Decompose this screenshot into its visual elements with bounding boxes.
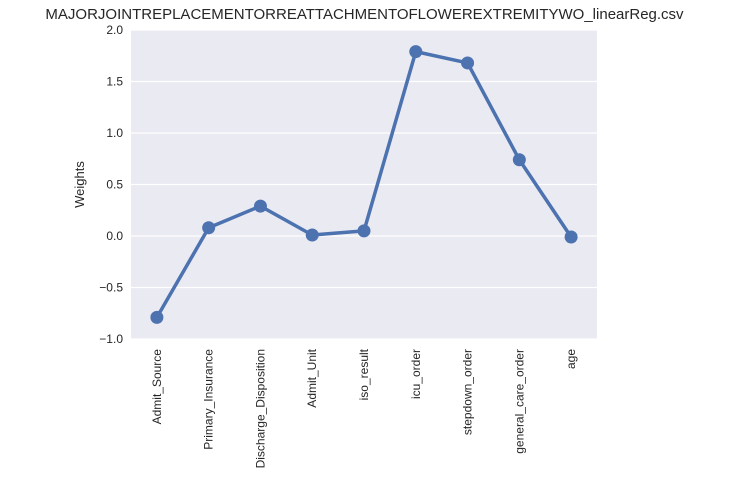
x-tick-label: icu_order <box>409 349 423 399</box>
y-tick-label: 1.5 <box>106 75 123 89</box>
x-tick-label: Admit_Unit <box>305 348 319 407</box>
x-tick-label: Admit_Source <box>150 349 164 425</box>
chart-title: MAJORJOINTREPLACEMENTORREATTACHMENTOFLOW… <box>45 6 684 23</box>
y-tick-label: 0.0 <box>106 229 123 243</box>
y-tick-labels: −1.0 −0.5 0.0 0.5 1.0 1.5 2.0 <box>99 23 123 346</box>
y-tick-label: −0.5 <box>99 281 123 295</box>
data-point <box>357 224 371 238</box>
data-point <box>461 56 475 70</box>
x-tick-label: general_care_order <box>512 349 526 454</box>
data-point <box>512 153 526 167</box>
y-tick-label: 0.5 <box>106 178 123 192</box>
series-layer <box>150 45 578 324</box>
data-point <box>253 199 267 213</box>
x-tick-label: Discharge_Disposition <box>253 349 267 468</box>
x-tick-label: iso_result <box>357 348 371 400</box>
y-tick-label: 2.0 <box>106 23 123 37</box>
data-point <box>305 228 319 242</box>
x-tick-label: stepdown_order <box>461 349 475 435</box>
x-tick-label: Primary_Insurance <box>202 349 216 450</box>
x-tick-labels: Admit_Source Primary_Insurance Discharge_D… <box>150 348 578 468</box>
y-tick-label: 1.0 <box>106 126 123 140</box>
y-axis-label: Weights <box>72 161 87 208</box>
data-point <box>564 230 578 244</box>
data-point <box>409 45 423 59</box>
data-point <box>150 310 164 324</box>
data-point <box>202 221 216 235</box>
x-tick-label: age <box>564 349 578 369</box>
y-tick-label: −1.0 <box>99 332 123 346</box>
grid-lines <box>131 29 597 340</box>
